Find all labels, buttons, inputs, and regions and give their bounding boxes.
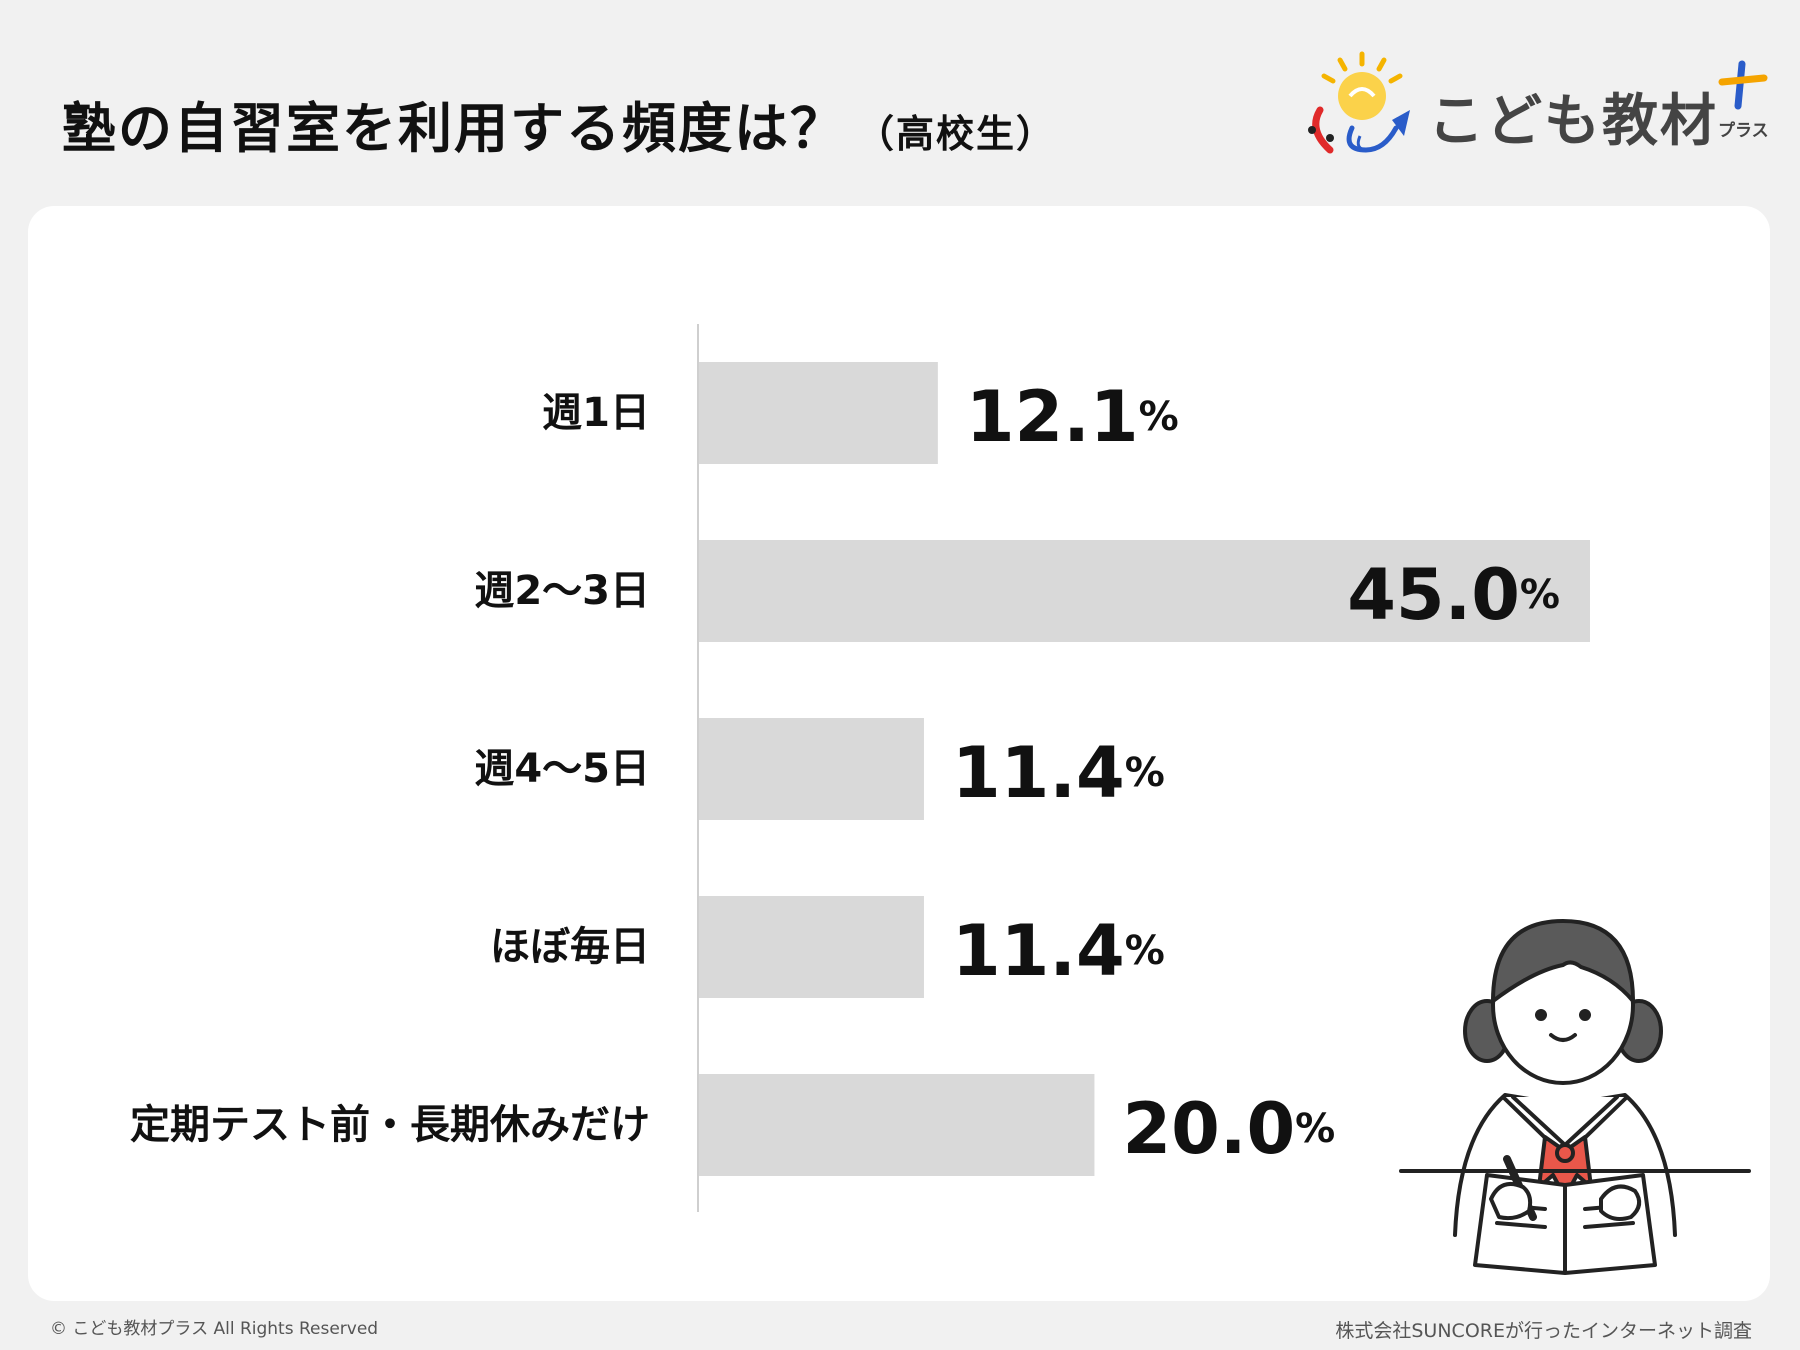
category-label: ほぼ毎日 — [490, 924, 650, 970]
value-number: 12.1 — [966, 376, 1139, 458]
plus-icon — [1718, 60, 1768, 110]
logo-name: こども教材 — [1428, 89, 1718, 154]
bar-5 — [698, 1074, 1095, 1176]
value-unit: % — [1139, 394, 1179, 440]
chart-card: 週1日 12.1% 週2〜3日 45.0% 週4〜5日 11.4% ほぼ毎日 11.4% 定期テ… — [28, 206, 1770, 1301]
student-studying-illustration — [1399, 919, 1751, 1275]
value-unit: % — [1520, 572, 1560, 618]
title-subtitle: （高校生） — [856, 112, 1057, 156]
brand-logo: こども教材 プラス — [1300, 50, 1780, 165]
category-label: 定期テスト前・長期休みだけ — [130, 1102, 650, 1148]
bar-3 — [698, 718, 924, 820]
bar-2 — [698, 540, 1590, 642]
value-unit: % — [1295, 1106, 1335, 1152]
survey-source: 株式会社SUNCOREが行ったインターネット調査 — [1335, 1320, 1752, 1342]
lightbulb-logo-icon — [1308, 51, 1410, 154]
value-label-1: 12.1% — [966, 376, 1179, 458]
value-unit: % — [1125, 750, 1165, 796]
value-label-4: 11.4% — [952, 910, 1165, 992]
value-label-3: 11.4% — [952, 732, 1165, 814]
category-label: 週2〜3日 — [474, 568, 650, 614]
category-label: 週4〜5日 — [474, 746, 650, 792]
logo-sub: プラス — [1718, 121, 1769, 141]
bar-chart: 週1日 12.1% 週2〜3日 45.0% 週4〜5日 11.4% ほぼ毎日 11.4% 定期テ… — [130, 324, 1590, 1212]
value-number: 11.4 — [952, 732, 1125, 814]
bar-4 — [698, 896, 924, 998]
value-label-5: 20.0% — [1122, 1088, 1335, 1170]
page-title: 塾の自習室を利用する頻度は？ （高校生） — [62, 84, 1056, 163]
value-number: 11.4 — [952, 910, 1125, 992]
value-unit: % — [1125, 928, 1165, 974]
value-label-2: 45.0% — [1347, 554, 1560, 636]
value-number: 20.0 — [1122, 1088, 1295, 1170]
bar-1 — [698, 362, 938, 464]
copyright: © こども教材プラス All Rights Reserved — [50, 1319, 379, 1339]
value-number: 45.0 — [1347, 554, 1520, 636]
title-main: 塾の自習室を利用する頻度は？ — [62, 97, 846, 160]
category-label: 週1日 — [542, 390, 650, 436]
